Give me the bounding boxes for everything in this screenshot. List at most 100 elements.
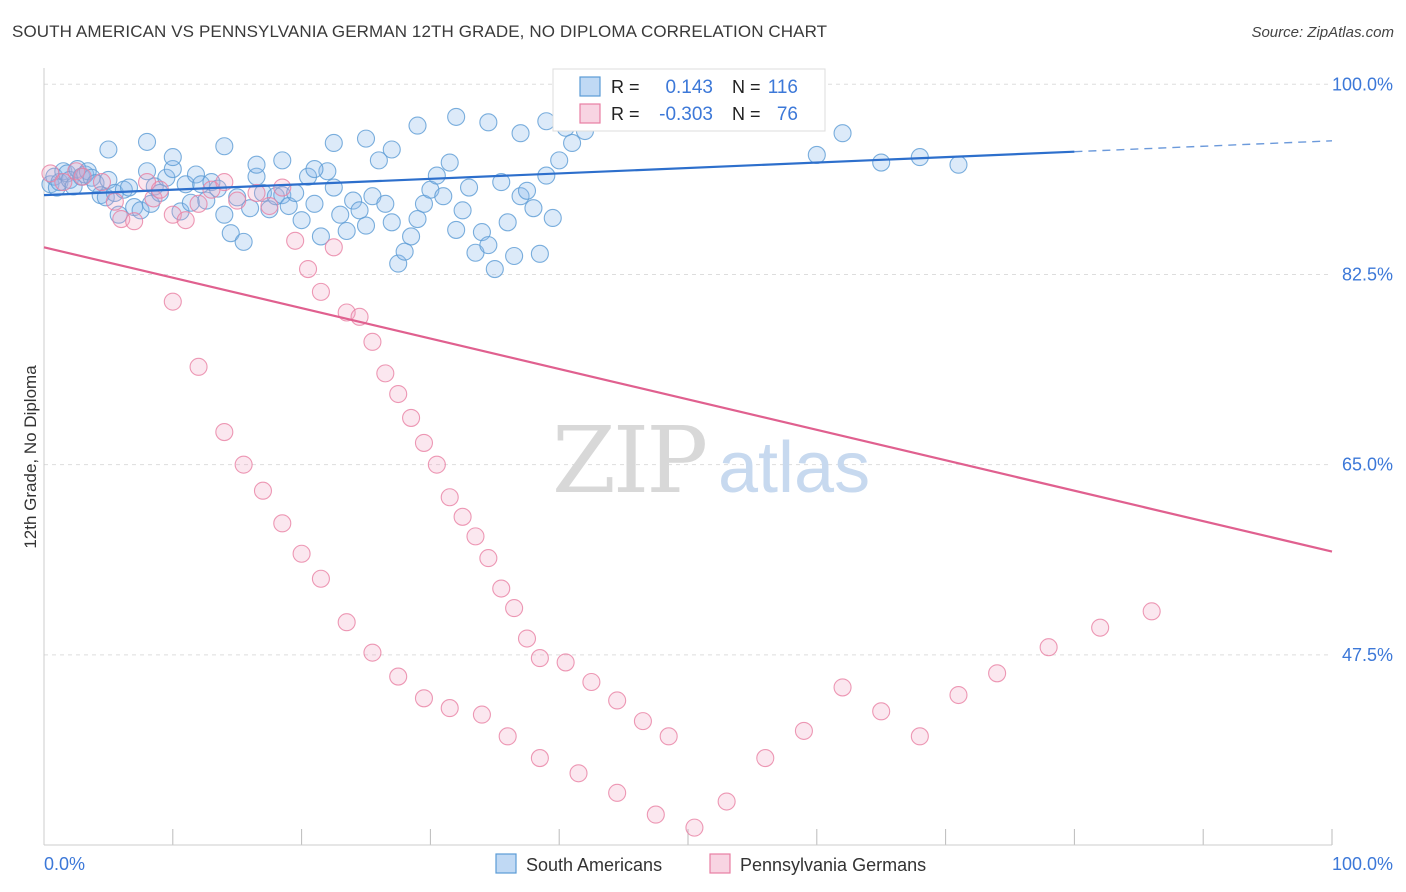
x-tick-label: 0.0% [44,854,85,874]
point-south-americans [537,112,556,131]
point-pennsylvania-germans [440,699,459,718]
point-south-americans [137,132,157,151]
point-south-americans [215,205,234,224]
point-south-americans [459,178,479,197]
point-south-americans [807,145,826,164]
point-south-americans [337,221,356,241]
point-south-americans [402,227,421,246]
point-south-americans [369,151,388,170]
point-pennsylvania-germans [988,664,1007,683]
point-pennsylvania-germans [414,689,434,708]
point-pennsylvania-germans [646,805,665,824]
point-pennsylvania-germans [756,749,775,768]
point-pennsylvania-germans [234,455,253,474]
point-pennsylvania-germans [717,792,736,811]
point-pennsylvania-germans [569,764,588,783]
x-tick-label: 100.0% [1332,854,1393,874]
stats-legend: R = 0.143 N = 116 R = -0.303 N = 76 [552,68,826,132]
point-pennsylvania-germans [659,727,678,746]
point-pennsylvania-germans [189,357,208,376]
point-south-americans [234,232,253,251]
point-south-americans [186,165,206,184]
point-south-americans [99,140,118,159]
point-south-americans [537,166,556,185]
point-pennsylvania-germans [479,549,498,568]
point-south-americans [279,196,298,216]
point-south-americans [350,201,369,220]
point-pennsylvania-germans [298,259,318,279]
point-pennsylvania-germans [608,691,627,710]
point-pennsylvania-germans [1142,602,1161,621]
point-south-americans [949,155,968,174]
point-pennsylvania-germans [402,408,421,427]
point-south-americans [376,194,395,213]
point-south-americans [181,193,200,212]
point-pennsylvania-germans [414,433,434,452]
legend-label-south-americans: South Americans [526,855,662,875]
point-south-americans [356,216,376,235]
point-pennsylvania-germans [260,196,279,216]
legend-swatch-south-americans [495,853,517,874]
point-south-americans [427,166,446,185]
point-pennsylvania-germans [176,211,195,230]
legend-label-pennsylvania-germans: Pennsylvania Germans [740,855,926,875]
point-south-americans [550,151,569,170]
point-south-americans [215,137,234,156]
point-pennsylvania-germans [286,231,305,250]
point-pennsylvania-germans [105,192,124,211]
tick-labels: 47.5% 65.0% 82.5% 100.0% 0.0% 100.0% [44,74,1393,874]
point-south-americans [517,181,537,200]
point-south-americans [292,211,311,230]
point-south-americans [505,246,524,266]
point-pennsylvania-germans [363,332,382,351]
point-south-americans [273,151,292,170]
point-south-americans [382,213,401,232]
point-south-americans [498,213,517,232]
point-south-americans [202,173,221,192]
point-south-americans [311,227,330,246]
point-south-americans [408,210,427,229]
point-south-americans [479,236,498,255]
point-south-americans [298,167,318,186]
point-south-americans [447,220,466,239]
watermark-atlas: atlas [718,428,870,508]
point-pennsylvania-germans [1091,618,1110,637]
point-south-americans [221,224,240,243]
point-south-americans [331,205,350,224]
series-legend: South Americans Pennsylvania Germans [495,853,926,875]
y-axis-label: 12th Grade, No Diploma [21,365,40,549]
point-pennsylvania-germans [949,685,968,705]
chart-title: SOUTH AMERICAN VS PENNSYLVANIA GERMAN 12… [12,22,828,41]
point-pennsylvania-germans [685,818,704,837]
stats-legend-swatch-blue [579,76,601,97]
point-pennsylvania-germans [833,678,852,697]
stats-r-label-pink: R = [611,104,640,124]
point-pennsylvania-germans [608,783,627,802]
point-pennsylvania-germans [530,749,549,768]
point-pennsylvania-germans [253,481,273,500]
point-south-americans [395,242,414,261]
point-pennsylvania-germans [427,455,446,474]
point-south-americans [453,201,472,220]
source-credit: Source: ZipAtlas.com [1251,24,1394,41]
point-pennsylvania-germans [228,191,247,210]
point-pennsylvania-germans [311,282,330,301]
point-pennsylvania-germans [530,649,549,668]
point-south-americans [479,113,498,132]
point-south-americans [440,153,459,172]
point-pennsylvania-germans [556,653,575,672]
point-south-americans [305,160,324,179]
point-pennsylvania-germans [376,364,395,383]
point-south-americans [447,107,466,126]
point-south-americans [511,124,530,143]
watermark: ZIP atlas [552,407,870,514]
point-south-americans [119,178,139,197]
point-pennsylvania-germans [633,712,652,731]
point-pennsylvania-germans [125,212,144,231]
point-pennsylvania-germans [453,507,472,526]
point-pennsylvania-germans [273,514,292,533]
point-pennsylvania-germans [311,569,330,588]
point-south-americans [434,187,453,206]
point-pennsylvania-germans [337,613,356,632]
point-south-americans [324,133,343,153]
